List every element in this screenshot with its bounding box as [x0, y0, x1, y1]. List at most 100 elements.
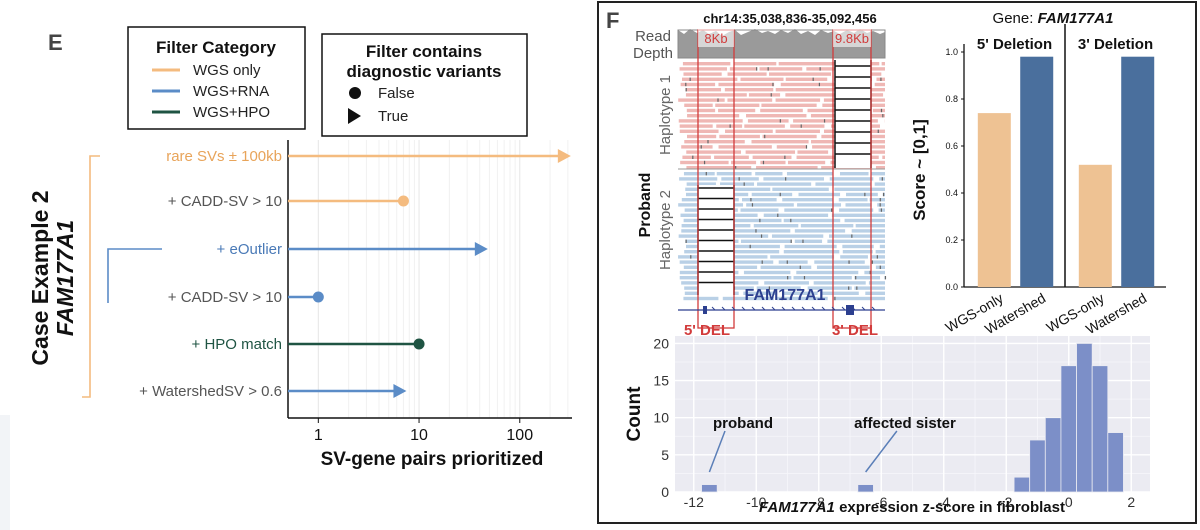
- read-hap1: [681, 145, 713, 149]
- read-mismatch: [880, 77, 882, 81]
- histogram-bar: [857, 484, 874, 493]
- read-hap2: [740, 239, 792, 243]
- legend-item-wgs-hpo: WGS+HPO: [193, 104, 270, 121]
- read-hap2: [844, 218, 885, 223]
- panel-f: F chr14:35,038,836-35,092,456 Read Depth…: [597, 1, 1197, 524]
- read-hap1: [682, 62, 731, 66]
- read-mismatch: [787, 276, 789, 280]
- read-hap1: [716, 124, 743, 128]
- lollipop-chart: 1 10 100 rare SVs ± 100kb + CADD-SV > 10 + eO…: [82, 140, 572, 444]
- read-hap1: [760, 160, 786, 165]
- gene-exon: [846, 305, 854, 315]
- read-hap2: [793, 276, 852, 280]
- read-hap2: [782, 198, 833, 202]
- read-hap2: [879, 244, 885, 249]
- read-hap2: [871, 260, 885, 264]
- read-hap1: [683, 72, 722, 76]
- side-title-case: Case Example 2: [27, 190, 53, 365]
- read-hap2: [875, 250, 885, 254]
- read-hap2: [722, 296, 775, 301]
- read-mismatch: [707, 140, 709, 144]
- read-mismatch: [690, 255, 692, 259]
- read-mismatch: [879, 203, 881, 207]
- read-hap2: [796, 270, 859, 275]
- read-mismatch: [848, 260, 850, 264]
- read-hap2: [678, 255, 713, 259]
- read-hap1: [761, 103, 817, 107]
- gene-strand-tick: [761, 306, 766, 311]
- read-hap1: [678, 119, 743, 123]
- read-hap2: [763, 213, 829, 217]
- gene-strand-tick: [751, 306, 756, 311]
- read-mismatch: [777, 213, 779, 217]
- read-hap2: [846, 192, 878, 197]
- lollipop-x-tick-label: 10: [410, 427, 428, 444]
- legend-diag-title-1: Filter contains: [366, 42, 482, 61]
- read-hap2: [678, 234, 709, 238]
- read-hap1: [812, 145, 851, 149]
- histogram-bar: [1044, 417, 1062, 493]
- lollipop-circle-marker: [312, 291, 324, 303]
- read-mismatch: [877, 129, 879, 133]
- read-mismatch: [729, 124, 731, 128]
- score-bar: [1121, 56, 1155, 288]
- read-mismatch: [761, 260, 763, 264]
- read-hap1: [776, 145, 808, 149]
- read-hap1: [718, 108, 756, 113]
- gene-strand-tick: [871, 306, 876, 311]
- read-mismatch: [812, 77, 814, 81]
- read-hap1: [679, 67, 727, 71]
- bar-y-tick-label: 0.2: [945, 235, 958, 245]
- read-mismatch: [879, 265, 881, 269]
- read-hap1: [860, 134, 885, 139]
- read-mismatch: [884, 276, 887, 280]
- histogram-x-tick-label: 0: [1065, 494, 1073, 510]
- deletion-gap-3prime: [835, 60, 871, 168]
- read-mismatch: [772, 82, 774, 87]
- score-bar: [1078, 164, 1112, 287]
- bar-y-tick-label: 0.4: [945, 188, 958, 198]
- read-mismatch: [831, 208, 833, 212]
- gene-strand-tick: [821, 306, 826, 311]
- read-hap1: [760, 108, 803, 113]
- read-hap2: [763, 177, 825, 181]
- read-hap2: [764, 281, 809, 285]
- read-mismatch: [799, 265, 801, 269]
- read-hap1: [718, 82, 775, 87]
- read-mismatch: [802, 239, 804, 243]
- read-hap1: [797, 150, 829, 154]
- read-hap2: [760, 265, 812, 269]
- read-hap2: [815, 182, 871, 186]
- read-hap2: [798, 192, 841, 197]
- gene-strand-tick: [781, 306, 786, 311]
- legend-diagnostic: Filter contains diagnostic variants Fals…: [321, 33, 528, 137]
- read-hap2: [746, 203, 794, 207]
- read-hap1: [785, 77, 828, 81]
- read-hap1: [686, 150, 741, 154]
- read-hap1: [715, 103, 760, 107]
- read-mismatch: [800, 124, 802, 128]
- read-hap2: [679, 260, 713, 264]
- bar-y-tick-label: 0.8: [945, 94, 958, 104]
- read-hap2: [721, 177, 759, 181]
- read-hap1: [733, 62, 777, 66]
- read-hap1: [731, 160, 757, 165]
- legend-item-true: True: [378, 108, 408, 125]
- annotation-line-sister: [865, 430, 898, 473]
- lollipop-triangle-marker: [393, 384, 407, 398]
- read-mismatch: [864, 192, 866, 197]
- score-bar: [1020, 56, 1054, 288]
- read-hap2: [756, 286, 801, 290]
- annotation-proband: proband: [713, 415, 773, 432]
- read-mismatch: [848, 286, 850, 290]
- read-hap1: [679, 129, 719, 133]
- read-hap1: [746, 114, 807, 118]
- panel-e-label: E: [48, 30, 63, 55]
- histogram-y-tick-label: 10: [653, 410, 669, 426]
- read-hap1: [796, 155, 844, 159]
- bar-y-tick-label: 1.0: [945, 47, 958, 57]
- read-hap1: [875, 166, 885, 170]
- read-hap2: [776, 296, 828, 301]
- read-hap2: [686, 182, 716, 186]
- read-mismatch: [851, 234, 853, 238]
